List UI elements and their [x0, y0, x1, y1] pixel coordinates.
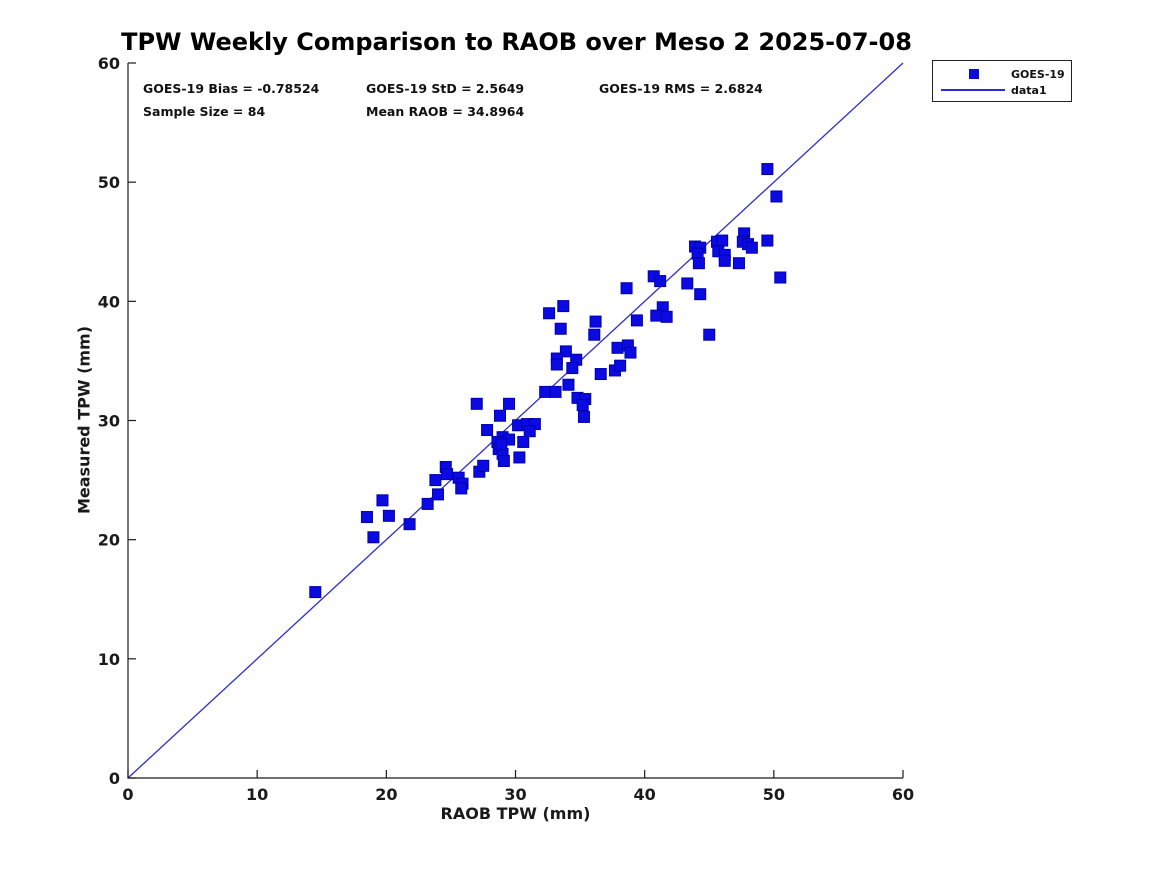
scatter-point [309, 586, 322, 599]
x-tick-label: 20 [375, 785, 397, 804]
scatter-point [576, 399, 589, 412]
scatter-point [774, 271, 787, 284]
scatter-point [745, 241, 758, 254]
scatter-point [503, 397, 516, 410]
scatter-point [543, 307, 556, 320]
stat-rms: GOES-19 RMS = 2.6824 [599, 81, 763, 96]
legend-square-marker-icon [969, 69, 979, 79]
scatter-point [554, 322, 567, 335]
scatter-point [620, 282, 633, 295]
legend-entry-goes19: GOES-19 [933, 67, 1071, 81]
scatter-point [495, 438, 508, 451]
legend-line-label: data1 [1011, 84, 1047, 97]
scatter-point [594, 368, 607, 381]
scatter-point [539, 385, 552, 398]
scatter-point [660, 310, 673, 323]
scatter-point [360, 511, 373, 524]
scatter-point [770, 190, 783, 203]
scatter-point [441, 468, 454, 481]
x-axis-label: RAOB TPW (mm) [440, 804, 591, 823]
y-axis-label-text: Measured TPW (mm) [74, 325, 94, 515]
y-tick-label: 0 [109, 769, 120, 788]
scatter-point [692, 257, 705, 270]
scatter-point [455, 482, 468, 495]
scatter-point [761, 234, 774, 247]
x-tick-label: 30 [504, 785, 526, 804]
scatter-point [630, 314, 643, 327]
scatter-point [550, 358, 563, 371]
scatter-point [382, 509, 395, 522]
x-tick-label: 50 [763, 785, 785, 804]
scatter-point [376, 494, 389, 507]
stat-mean-raob: Mean RAOB = 34.8964 [366, 104, 525, 119]
scatter-point [566, 362, 579, 375]
legend-entry-data1: data1 [933, 83, 1071, 97]
scatter-point [732, 257, 745, 270]
scatter-point [577, 410, 590, 423]
scatter-point [549, 385, 562, 398]
scatter-point [681, 277, 694, 290]
y-tick-label: 10 [98, 650, 120, 669]
scatter-point [624, 346, 637, 359]
scatter-point [517, 435, 530, 448]
scatter-point [429, 474, 442, 487]
scatter-point [611, 341, 624, 354]
scatter-point [403, 518, 416, 531]
scatter-point [588, 328, 601, 341]
legend-line-icon [941, 89, 1005, 91]
scatter-point [421, 497, 434, 510]
scatter-point [367, 531, 380, 544]
scatter-point [650, 309, 663, 322]
scatter-point [654, 275, 667, 288]
x-tick-label: 0 [122, 785, 133, 804]
stat-std: GOES-19 StD = 2.5649 [366, 81, 525, 96]
x-tick-label: 10 [246, 785, 268, 804]
y-tick-label: 20 [98, 531, 120, 550]
scatter-point [761, 163, 774, 176]
scatter-point [513, 451, 526, 464]
scatter-point [589, 315, 602, 328]
scatter-point [497, 455, 510, 468]
legend-box: GOES-19 data1 [932, 60, 1072, 102]
stat-bias: GOES-19 Bias = -0.78524 [143, 81, 320, 96]
scatter-point [523, 425, 536, 438]
y-tick-label: 30 [98, 412, 120, 431]
scatter-point [694, 288, 707, 301]
scatter-point [477, 459, 490, 472]
y-tick-label: 60 [98, 54, 120, 73]
x-tick-label: 40 [634, 785, 656, 804]
scatter-point [562, 378, 575, 391]
scatter-point [470, 397, 483, 410]
scatter-point [716, 234, 729, 247]
scatter-point [703, 328, 716, 341]
scatter-point [432, 488, 444, 501]
chart-title: TPW Weekly Comparison to RAOB over Meso … [121, 28, 912, 56]
scatter-point [557, 300, 570, 313]
y-tick-label: 40 [98, 292, 120, 311]
legend-marker-label: GOES-19 [1011, 68, 1065, 81]
y-tick-label: 50 [98, 173, 120, 192]
scatter-point [718, 254, 731, 267]
scatter-point [494, 409, 506, 422]
scatter-point [559, 345, 572, 358]
scatter-point [614, 359, 627, 372]
stat-sample-size: Sample Size = 84 [143, 104, 266, 119]
x-tick-label: 60 [892, 785, 914, 804]
scatter-point [481, 424, 494, 437]
